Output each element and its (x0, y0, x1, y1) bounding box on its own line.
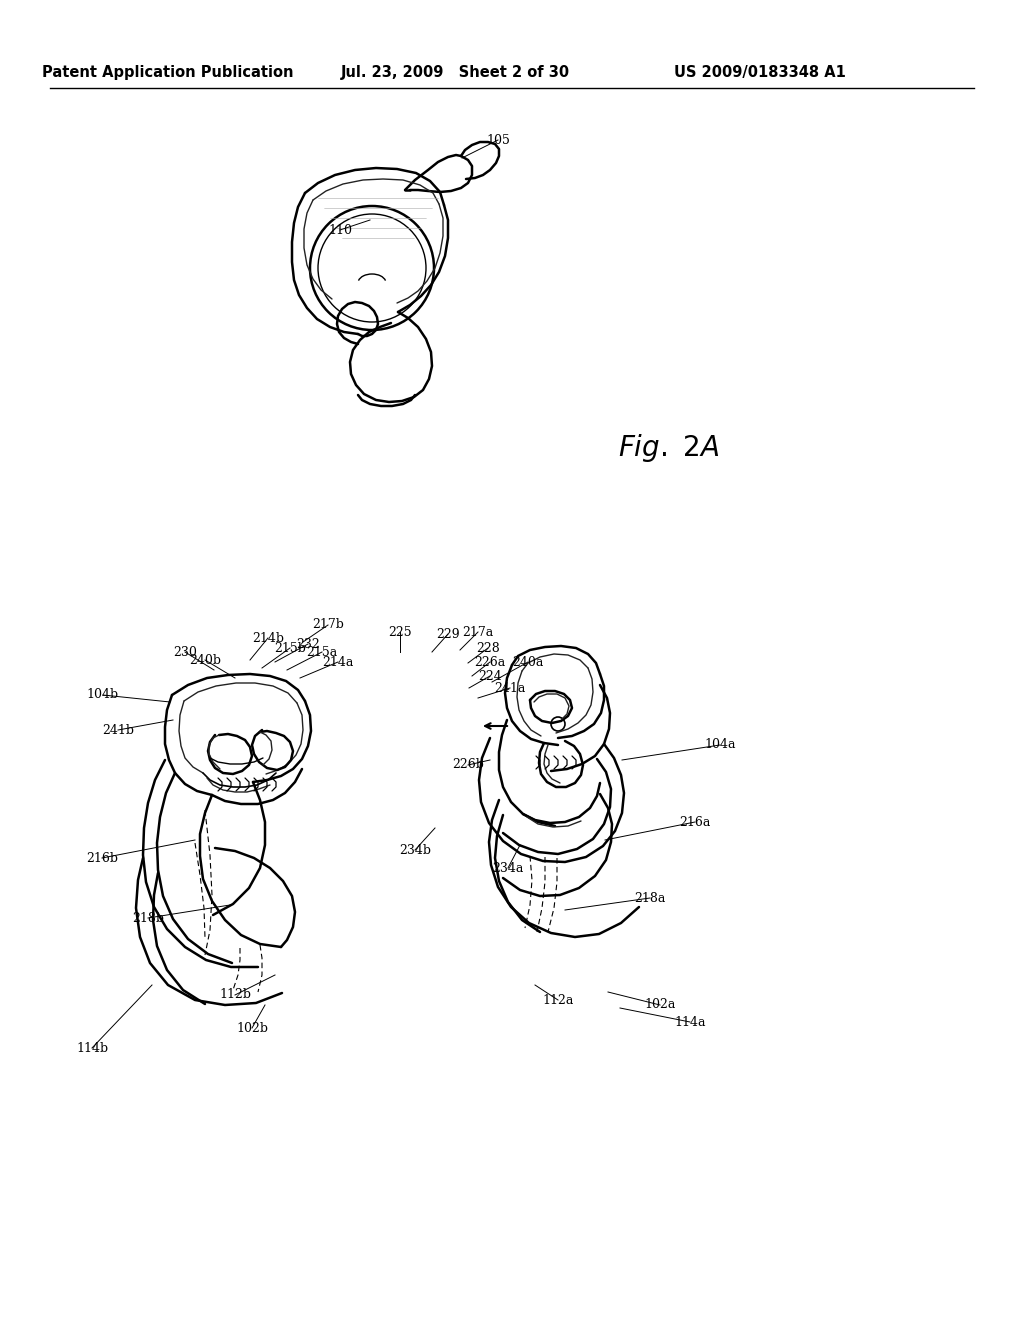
Text: 112b: 112b (219, 989, 251, 1002)
Text: Patent Application Publication: Patent Application Publication (42, 65, 294, 79)
Text: 226a: 226a (474, 656, 506, 668)
Text: Jul. 23, 2009   Sheet 2 of 30: Jul. 23, 2009 Sheet 2 of 30 (340, 65, 569, 79)
Text: 214a: 214a (323, 656, 353, 668)
Text: $\mathit{Fig.\ 2A}$: $\mathit{Fig.\ 2A}$ (618, 432, 719, 465)
Text: 110: 110 (328, 223, 352, 236)
Text: 234b: 234b (399, 843, 431, 857)
Text: 104b: 104b (87, 689, 119, 701)
Text: 216a: 216a (679, 816, 711, 829)
Text: 224: 224 (478, 669, 502, 682)
Text: 240b: 240b (189, 653, 221, 667)
Text: 104a: 104a (705, 738, 736, 751)
Text: 226b: 226b (452, 759, 484, 771)
Text: 217b: 217b (312, 619, 344, 631)
Text: 240a: 240a (512, 656, 544, 668)
Text: 114a: 114a (674, 1015, 706, 1028)
Text: 234a: 234a (493, 862, 523, 874)
Text: 214b: 214b (252, 631, 284, 644)
Text: 218b: 218b (132, 912, 164, 924)
Text: 102a: 102a (644, 998, 676, 1011)
Text: 217a: 217a (463, 626, 494, 639)
Text: US 2009/0183348 A1: US 2009/0183348 A1 (674, 65, 846, 79)
Text: 112a: 112a (543, 994, 573, 1006)
Text: 225: 225 (388, 626, 412, 639)
Text: 241a: 241a (495, 681, 525, 694)
Text: 102b: 102b (236, 1022, 268, 1035)
Text: 114b: 114b (76, 1041, 109, 1055)
Text: 218a: 218a (634, 891, 666, 904)
Text: 215a: 215a (306, 645, 338, 659)
Text: 232: 232 (296, 638, 319, 651)
Text: 216b: 216b (86, 851, 118, 865)
Text: 105: 105 (486, 133, 510, 147)
Text: 228: 228 (476, 642, 500, 655)
Text: 229: 229 (436, 627, 460, 640)
Text: 230: 230 (173, 645, 197, 659)
Text: 241b: 241b (102, 723, 134, 737)
Text: 215b: 215b (274, 642, 306, 655)
